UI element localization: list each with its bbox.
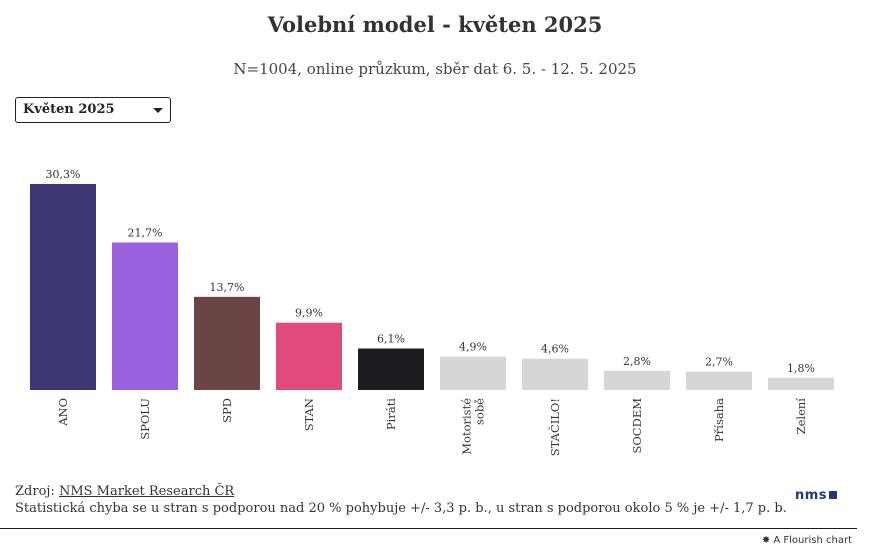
category-label-3: SPD (220, 398, 234, 423)
value-label-7: 4,6% (541, 343, 569, 356)
value-label-1: 30,3% (46, 168, 81, 181)
nms-logo: nms (795, 488, 838, 503)
bar-1[interactable] (30, 184, 96, 390)
error-note: Statistická chyba se u stran s podporou … (15, 501, 787, 516)
category-label-line: SPOLU (138, 398, 152, 440)
bar-10[interactable] (768, 377, 834, 390)
bar-4[interactable] (276, 322, 342, 390)
chevron-down-icon (153, 108, 163, 113)
category-label-1: ANO (56, 398, 70, 427)
value-label-5: 6,1% (377, 333, 405, 346)
bar-9[interactable] (686, 371, 752, 390)
month-select[interactable]: Květen 2025 (15, 97, 171, 123)
category-label-4: STAN (302, 398, 316, 431)
category-label-line: Zelení (794, 398, 808, 435)
category-label-line: STAN (302, 398, 316, 431)
category-label-line: Motoristé (460, 398, 474, 455)
category-label-line: sobě (473, 398, 487, 425)
value-label-6: 4,9% (459, 341, 487, 354)
category-label-line: Přísaha (712, 398, 726, 442)
category-label-8: SOCDEM (630, 398, 644, 454)
flourish-credit-text: A Flourish chart (773, 535, 852, 546)
value-label-3: 13,7% (210, 281, 245, 294)
value-label-9: 2,7% (705, 356, 733, 369)
nms-logo-text: nms (795, 488, 828, 503)
bar-2[interactable] (112, 242, 178, 390)
category-label-line: ANO (56, 398, 70, 427)
category-label-5: Piráti (384, 398, 398, 430)
nms-logo-square (829, 491, 838, 499)
bar-3[interactable] (194, 296, 260, 390)
category-label-10: Zelení (794, 398, 808, 435)
source-prefix: Zdroj: (15, 484, 59, 499)
source-link[interactable]: NMS Market Research ČR (58, 484, 235, 499)
flourish-credit[interactable]: ✸ A Flourish chart (762, 535, 852, 546)
category-label-line: SPD (220, 398, 234, 423)
flourish-icon: ✸ (761, 535, 774, 546)
category-label-2: SPOLU (138, 398, 152, 440)
chart-subtitle: N=1004, online průzkum, sběr dat 6. 5. -… (233, 60, 637, 78)
category-label-line: STAČILO! (548, 398, 562, 456)
category-label-line: Piráti (384, 398, 398, 430)
value-label-4: 9,9% (295, 307, 323, 320)
bar-8[interactable] (604, 370, 670, 390)
bar-7[interactable] (522, 358, 588, 390)
category-label-6: Motoristé sobě (460, 398, 487, 455)
source-line: Zdroj: NMS Market Research ČR (15, 483, 787, 500)
bar-5[interactable] (358, 348, 424, 390)
category-label-line: SOCDEM (630, 398, 644, 454)
value-label-10: 1,8% (787, 362, 815, 375)
chart-title: Volební model - květen 2025 (267, 12, 603, 37)
footer-divider (0, 528, 857, 529)
value-label-2: 21,7% (128, 226, 163, 239)
value-label-8: 2,8% (623, 355, 651, 368)
month-select-value: Květen 2025 (23, 102, 115, 117)
category-label-7: STAČILO! (548, 398, 562, 456)
bar-chart: 30,3% ANO 21,7% SPOLU 13,7% SPD 9,9% STAN 6,1% Pi… (30, 168, 834, 456)
category-label-9: Přísaha (712, 398, 726, 442)
bar-6[interactable] (440, 356, 506, 390)
chart-footer: Zdroj: NMS Market Research ČR Statistick… (15, 483, 787, 517)
